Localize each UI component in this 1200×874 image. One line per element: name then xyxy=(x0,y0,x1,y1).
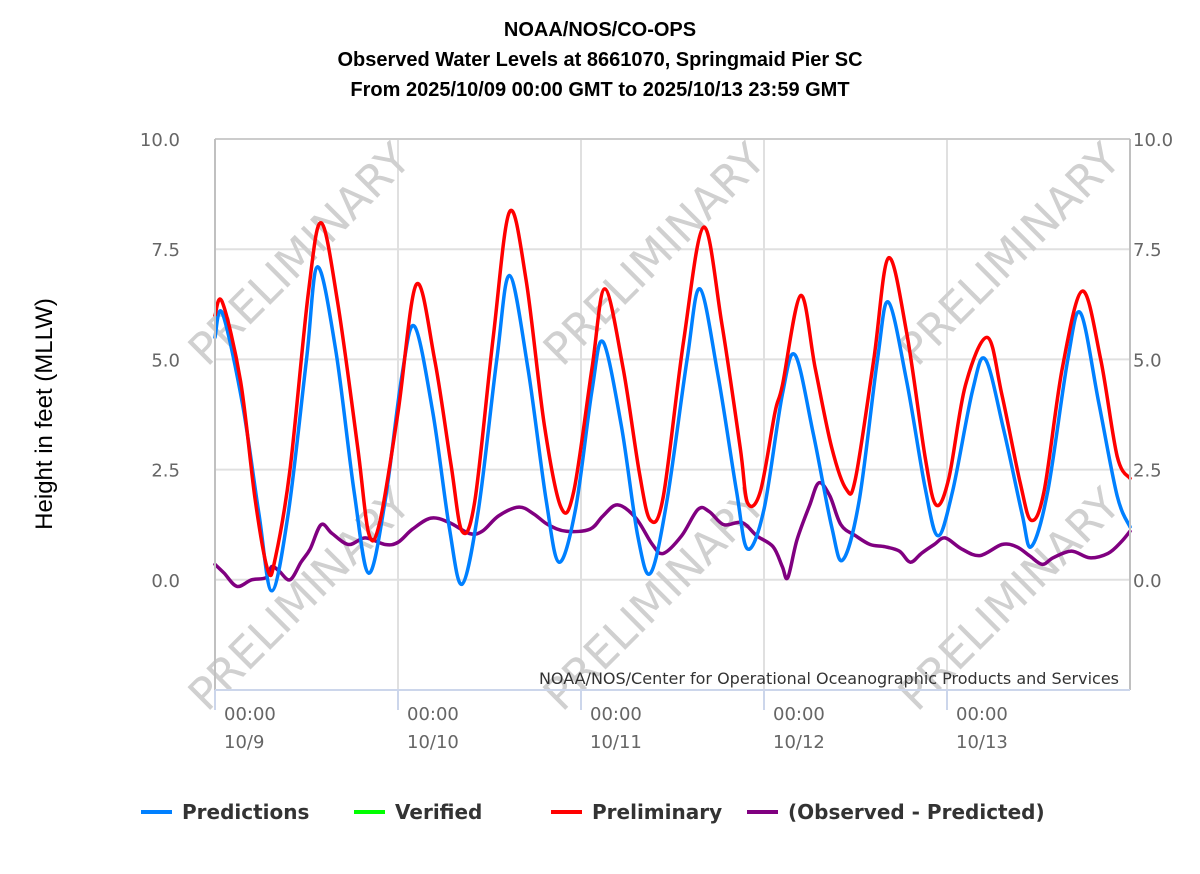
chart-title: NOAA/NOS/CO-OPS Observed Water Levels at… xyxy=(337,19,862,101)
legend: Predictions Verified Preliminary (Observed … xyxy=(141,800,1045,824)
x-tick-date-2: 10/11 xyxy=(590,732,642,753)
title-line-2: Observed Water Levels at 8661070, Spring… xyxy=(337,49,862,71)
series-line-observed-predicted xyxy=(213,480,1132,589)
legend-label-observed-predicted: (Observed - Predicted) xyxy=(788,800,1045,824)
x-tick-time-0: 00:00 xyxy=(224,704,276,725)
title-line-1: NOAA/NOS/CO-OPS xyxy=(504,19,696,41)
legend-label-preliminary: Preliminary xyxy=(592,800,722,824)
y-tick-right-3: 2.5 xyxy=(1133,461,1162,482)
y-axis-label: Height in feet (MLLW) xyxy=(31,298,58,530)
title-line-3: From 2025/10/09 00:00 GMT to 2025/10/13 … xyxy=(350,79,849,101)
legend-label-verified: Verified xyxy=(395,800,482,824)
plot-frame xyxy=(214,138,1131,700)
x-tick-date-3: 10/12 xyxy=(773,732,825,753)
x-tick-time-3: 00:00 xyxy=(773,704,825,725)
x-tick-date-4: 10/13 xyxy=(956,732,1008,753)
y-tick-right-0: 10.0 xyxy=(1133,130,1173,151)
x-tick-date-0: 10/9 xyxy=(224,732,264,753)
series-line-predictions xyxy=(213,265,1132,593)
x-tick-time-1: 00:00 xyxy=(407,704,459,725)
y-tick-left-1: 7.5 xyxy=(151,240,180,261)
y-tick-right-1: 7.5 xyxy=(1133,240,1162,261)
series-line-preliminary xyxy=(213,208,1132,578)
y-axis-right: 10.0 7.5 5.0 2.5 0.0 xyxy=(1133,130,1173,592)
y-axis-left: 10.0 7.5 5.0 2.5 0.0 xyxy=(140,130,180,592)
x-tick-date-1: 10/10 xyxy=(407,732,459,753)
series-group xyxy=(213,208,1132,593)
x-axis: 00:00 10/9 00:00 10/10 00:00 10/11 00:00 10/12 0… xyxy=(214,690,1008,753)
y-tick-left-4: 0.0 xyxy=(151,571,180,592)
legend-item-preliminary[interactable]: Preliminary xyxy=(551,800,722,824)
y-tick-right-2: 5.0 xyxy=(1133,350,1162,371)
legend-item-verified[interactable]: Verified xyxy=(354,800,482,824)
credit-text: NOAA/NOS/Center for Operational Oceanogr… xyxy=(539,669,1119,688)
y-tick-left-0: 10.0 xyxy=(140,130,180,151)
legend-label-predictions: Predictions xyxy=(182,800,309,824)
legend-item-predictions[interactable]: Predictions xyxy=(141,800,309,824)
y-tick-right-4: 0.0 xyxy=(1133,571,1162,592)
x-tick-time-2: 00:00 xyxy=(590,704,642,725)
y-tick-left-3: 2.5 xyxy=(151,461,180,482)
legend-item-observed-predicted[interactable]: (Observed - Predicted) xyxy=(747,800,1045,824)
y-tick-left-2: 5.0 xyxy=(151,350,180,371)
x-tick-time-4: 00:00 xyxy=(956,704,1008,725)
